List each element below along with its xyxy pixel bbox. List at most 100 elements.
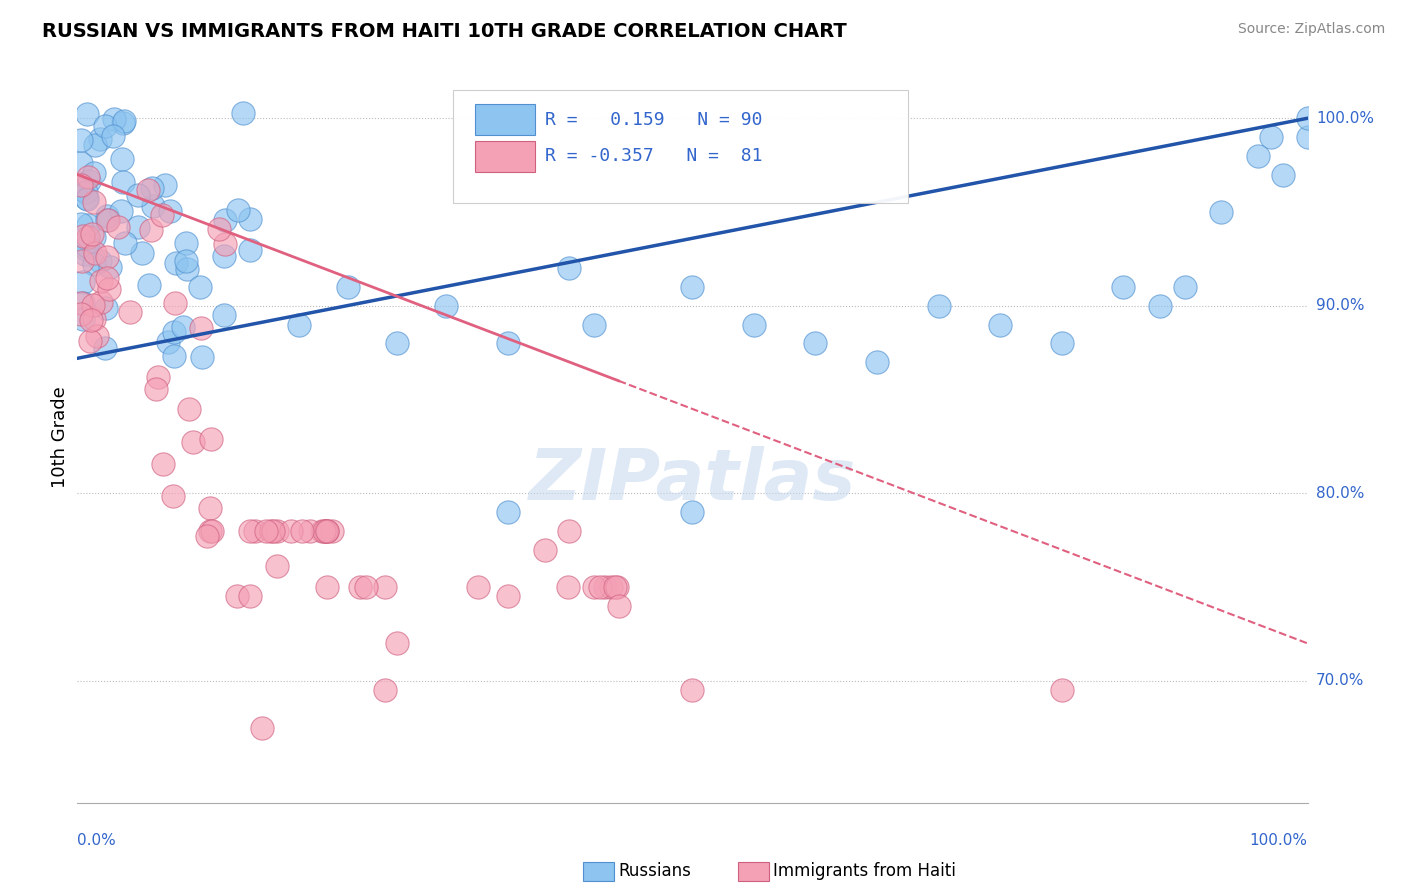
Point [76,106,98,120]
Text: RUSSIAN VS IMMIGRANTS FROM HAITI 10TH GRADE CORRELATION CHART: RUSSIAN VS IMMIGRANTS FROM HAITI 10TH GR… [42,22,846,41]
Text: 80.0%: 80.0% [1316,486,1364,500]
Point [191,351,214,365]
Point [557,580,579,594]
Point [266,558,288,573]
Point [605,580,627,594]
Point [79,334,101,348]
Point [239,590,262,604]
Point [84,137,107,152]
Point [1050,683,1073,698]
Point [77,229,100,244]
Point [198,500,221,515]
Point [89,132,111,146]
Text: Source: ZipAtlas.com: Source: ZipAtlas.com [1237,22,1385,37]
Point [467,580,489,594]
Point [1050,336,1073,351]
Point [374,683,396,698]
Point [496,336,519,351]
Point [606,580,628,594]
Point [163,325,186,339]
Point [77,218,100,232]
Point [866,355,889,369]
Point [72,253,94,268]
Point [75,185,97,199]
Point [110,204,132,219]
Point [198,524,221,538]
Point [80,313,103,327]
Point [75,242,97,256]
Point [159,204,181,219]
Point [558,524,581,538]
Point [145,382,167,396]
Y-axis label: 10th Grade: 10th Grade [51,386,69,488]
Point [682,683,704,698]
Point [1211,205,1233,219]
Point [70,155,93,169]
Point [127,220,149,235]
Point [94,119,117,133]
Point [96,213,118,227]
Point [156,334,179,349]
Point [208,222,231,236]
Point [321,524,343,538]
Point [337,280,360,294]
Point [243,524,266,538]
Point [496,505,519,519]
Point [163,296,186,310]
Point [600,580,623,594]
Point [84,245,107,260]
Point [239,243,262,257]
Point [607,599,630,613]
Point [742,318,765,332]
Point [96,250,118,264]
Point [72,229,94,244]
Point [260,524,283,538]
Point [83,311,105,326]
Point [90,295,112,310]
Point [1296,130,1319,145]
Point [138,278,160,293]
Point [214,212,236,227]
Point [150,208,173,222]
Point [315,524,337,538]
Point [90,274,112,288]
Text: Immigrants from Haiti: Immigrants from Haiti [773,863,956,880]
Point [1296,112,1319,126]
Point [589,580,612,594]
Point [83,257,105,271]
Point [583,580,606,594]
Text: Russians: Russians [619,863,692,880]
Point [349,580,371,594]
Point [96,301,118,315]
Point [155,178,177,193]
Point [82,298,104,312]
Point [928,299,950,313]
Point [212,249,235,263]
Point [181,434,204,449]
Point [96,271,118,285]
Point [70,307,93,321]
Text: R =   0.159   N = 90: R = 0.159 N = 90 [546,111,762,128]
Point [127,187,149,202]
Point [75,191,97,205]
Point [374,580,396,594]
Point [239,211,262,226]
Point [96,210,118,224]
Point [176,262,198,277]
FancyBboxPatch shape [453,90,908,203]
Point [226,590,249,604]
Point [201,524,224,538]
Point [83,195,105,210]
Point [107,219,129,234]
Point [316,524,339,538]
Text: 0.0%: 0.0% [77,833,117,848]
FancyBboxPatch shape [475,104,536,135]
Point [682,505,704,519]
Point [250,721,273,735]
Point [70,217,93,231]
FancyBboxPatch shape [475,141,536,171]
Point [141,180,163,194]
Point [174,253,197,268]
Point [262,524,284,538]
Point [76,192,98,206]
